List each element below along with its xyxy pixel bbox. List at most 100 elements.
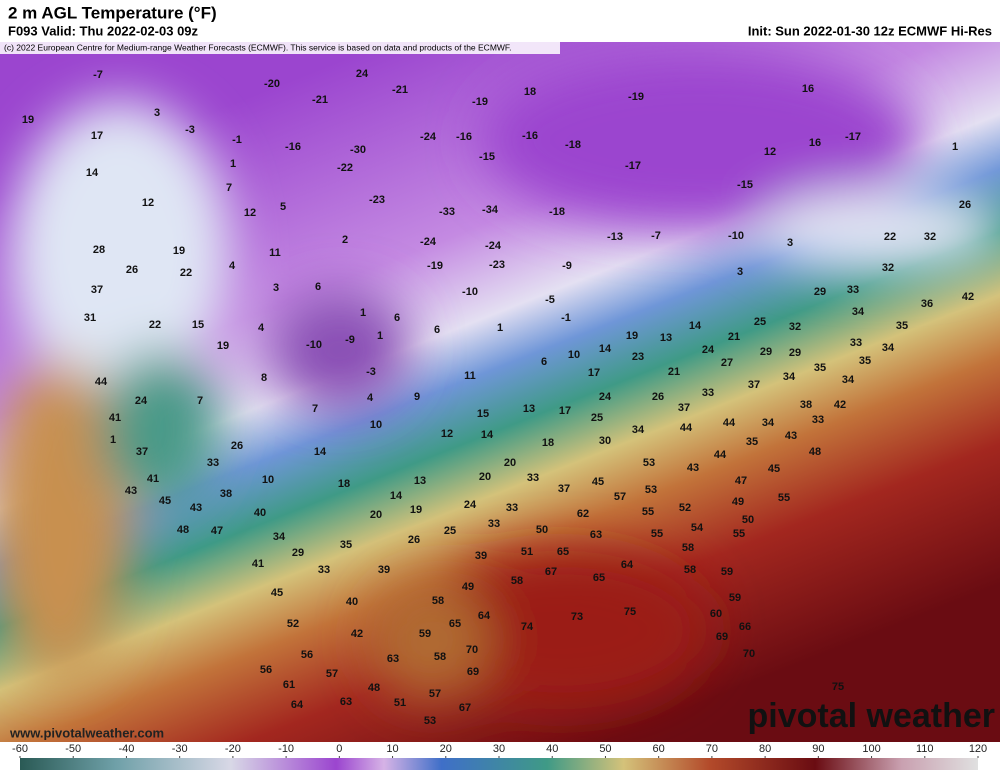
temperature-label: 33 [812, 414, 824, 426]
temperature-label: 19 [410, 504, 422, 516]
temperature-label: 14 [599, 343, 612, 355]
temperature-label: 26 [959, 199, 971, 211]
temperature-label: 45 [271, 587, 283, 599]
temperature-label: 21 [668, 366, 680, 378]
temperature-label: 65 [557, 546, 569, 558]
temperature-label: 42 [834, 399, 846, 411]
temperature-label: -13 [607, 231, 623, 243]
temperature-label: 67 [545, 566, 557, 578]
temperature-label: 58 [432, 595, 444, 607]
temperature-label: 60 [710, 608, 722, 620]
temperature-label: -34 [482, 204, 499, 216]
temperature-label: 16 [809, 137, 821, 149]
temperature-label: 20 [370, 509, 382, 521]
temperature-label: 10 [262, 474, 274, 486]
temperature-label: 35 [859, 355, 871, 367]
colorbar-tick-label: 40 [546, 743, 558, 755]
temperature-label: 1 [360, 307, 366, 319]
temperature-label: 47 [211, 525, 223, 537]
temperature-label: 25 [444, 525, 456, 537]
temperature-label: 26 [231, 440, 243, 452]
temperature-label: -5 [545, 294, 555, 306]
temperature-label: 17 [559, 405, 571, 417]
temperature-label: 6 [394, 312, 400, 324]
temperature-label: 29 [814, 286, 826, 298]
temperature-label: 21 [728, 331, 740, 343]
copyright: (c) 2022 European Centre for Medium-rang… [4, 42, 512, 52]
temperature-label: 54 [691, 522, 704, 534]
temperature-label: 44 [714, 449, 727, 461]
temperature-label: 36 [921, 298, 933, 310]
temperature-label: -19 [472, 96, 488, 108]
temperature-label: 3 [787, 237, 793, 249]
temperature-label: 59 [721, 566, 733, 578]
temperature-label: 45 [592, 476, 604, 488]
temperature-label: 55 [733, 528, 745, 540]
temperature-label: 10 [568, 349, 580, 361]
temperature-label: 58 [511, 575, 523, 587]
temperature-label: 20 [479, 471, 491, 483]
colorbar-tick-label: 80 [759, 743, 771, 755]
temperature-label: 11 [269, 247, 281, 259]
temperature-label: -20 [264, 78, 280, 90]
colorbar-tick-label: 10 [386, 743, 398, 755]
colorbar-tick-label: 50 [599, 743, 611, 755]
temperature-label: -10 [728, 230, 744, 242]
temperature-label: 12 [142, 197, 154, 209]
temperature-label: 62 [577, 508, 589, 520]
temperature-label: 35 [340, 539, 352, 551]
temperature-label: 6 [434, 324, 440, 336]
temperature-label: -21 [312, 94, 328, 106]
map [0, 42, 1000, 742]
temperature-label: -23 [369, 194, 385, 206]
temperature-label: 48 [368, 682, 380, 694]
temperature-label: 37 [678, 402, 690, 414]
temperature-label: 50 [536, 524, 548, 536]
temperature-label: 33 [527, 472, 539, 484]
temperature-label: 41 [252, 558, 264, 570]
temperature-label: -33 [439, 206, 455, 218]
temperature-label: 66 [739, 621, 751, 633]
temperature-label: 12 [764, 146, 776, 158]
temperature-label: 1 [377, 330, 383, 342]
temperature-label: -3 [366, 366, 376, 378]
temperature-label: 45 [768, 463, 780, 475]
temperature-label: 57 [326, 668, 338, 680]
temperature-label: -15 [479, 151, 495, 163]
temperature-label: 70 [466, 644, 478, 656]
temperature-label: -16 [285, 141, 301, 153]
temperature-label: -16 [456, 131, 472, 143]
temperature-label: 16 [802, 83, 814, 95]
temperature-label: 37 [558, 483, 570, 495]
colorbar [20, 758, 978, 770]
colorbar-tick-label: -60 [12, 743, 28, 755]
temperature-label: 24 [464, 499, 477, 511]
temperature-label: 14 [314, 446, 327, 458]
temperature-label: 26 [408, 534, 420, 546]
colorbar-tick-label: 20 [440, 743, 452, 755]
temperature-label: 44 [680, 422, 693, 434]
temperature-label: 29 [789, 347, 801, 359]
temperature-label: 7 [226, 182, 232, 194]
temperature-label: 25 [754, 316, 766, 328]
temperature-label: 14 [390, 490, 403, 502]
temperature-label: 53 [645, 484, 657, 496]
colorbar-tick-label: 0 [336, 743, 342, 755]
temperature-label: 1 [952, 141, 958, 153]
temperature-label: 75 [624, 606, 636, 618]
temperature-label: 35 [746, 436, 758, 448]
colorbar-tick-label: 100 [862, 743, 880, 755]
colorbar-tick-label: 110 [916, 743, 934, 755]
temperature-label: -23 [489, 259, 505, 271]
temperature-label: 23 [632, 351, 644, 363]
temperature-label: 11 [464, 370, 476, 382]
temperature-label: 19 [217, 340, 229, 352]
temperature-label: 41 [147, 473, 159, 485]
temperature-label: 65 [593, 572, 605, 584]
temperature-label: -19 [628, 91, 644, 103]
colorbar-tick-label: 30 [493, 743, 505, 755]
temperature-label: 34 [762, 417, 775, 429]
temperature-label: 55 [642, 506, 654, 518]
